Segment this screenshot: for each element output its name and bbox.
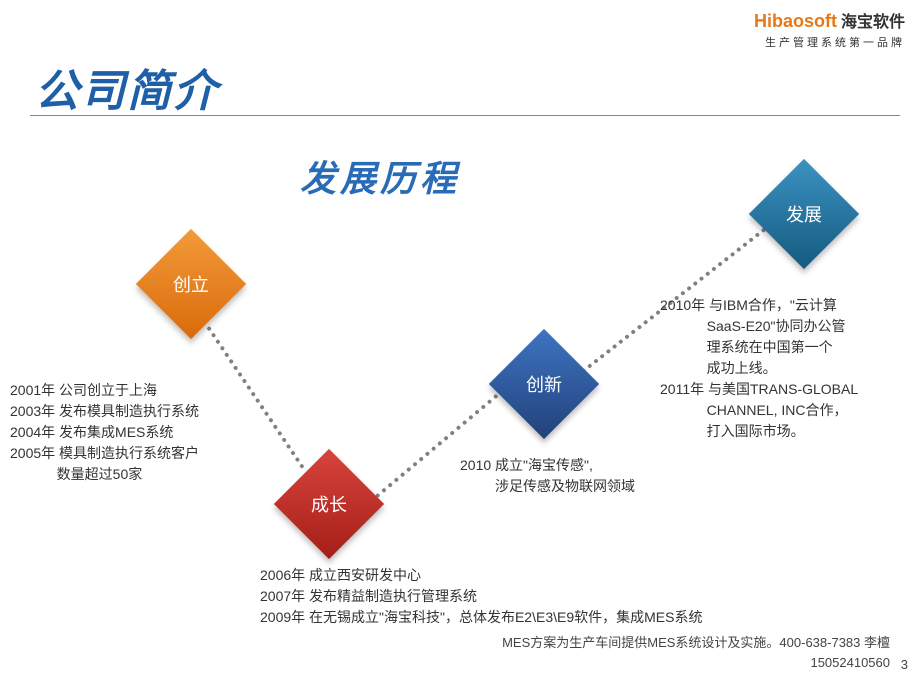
textblock-innovation-line-0: 2010 成立"海宝传感", xyxy=(460,455,635,476)
diamond-label-0: 创立 xyxy=(173,271,209,297)
textblock-innovation-line-1: 涉足传感及物联网领域 xyxy=(460,476,635,497)
textblock-founding-line-0: 2001年 公司创立于上海 xyxy=(10,380,199,401)
header-logo: Hibaosoft海宝软件 生产管理系统第一品牌 xyxy=(754,8,905,50)
page-number: 3 xyxy=(901,657,908,672)
slide-title: 公司简介 xyxy=(35,55,219,119)
title-underline xyxy=(30,115,900,116)
textblock-innovation: 2010 成立"海宝传感", 涉足传感及物联网领域 xyxy=(460,455,635,497)
footer-line1: MES方案为生产车间提供MES系统设计及实施。400-638-7383 李檀 xyxy=(502,633,890,653)
footer-line2: 15052410560 xyxy=(502,653,890,673)
diamond-1: 成长 xyxy=(274,449,384,559)
diamond-label-3: 发展 xyxy=(786,201,822,227)
textblock-development-line-2: 理系统在中国第一个 xyxy=(660,337,858,358)
textblock-growth: 2006年 成立西安研发中心2007年 发布精益制造执行管理系统2009年 在无… xyxy=(260,565,702,628)
textblock-founding-line-3: 2005年 模具制造执行系统客户 xyxy=(10,443,199,464)
diamond-0: 创立 xyxy=(136,229,246,339)
logo-brand-cn: 海宝软件 xyxy=(841,14,905,31)
textblock-growth-line-1: 2007年 发布精益制造执行管理系统 xyxy=(260,586,702,607)
logo-brand-en: Hibaosoft xyxy=(754,11,837,31)
logo-main: Hibaosoft海宝软件 xyxy=(754,8,905,32)
textblock-growth-line-0: 2006年 成立西安研发中心 xyxy=(260,565,702,586)
textblock-founding-line-2: 2004年 发布集成MES系统 xyxy=(10,422,199,443)
diamond-label-2: 创新 xyxy=(526,371,562,397)
textblock-development: 2010年 与IBM合作，"云计算 SaaS-E20"协同办公管 理系统在中国第… xyxy=(660,295,858,442)
connector-0 xyxy=(206,326,304,469)
textblock-founding-line-4: 数量超过50家 xyxy=(10,464,199,485)
textblock-development-line-0: 2010年 与IBM合作，"云计算 xyxy=(660,295,858,316)
textblock-growth-line-2: 2009年 在无锡成立"海宝科技"，总体发布E2\E3\E9软件，集成MES系统 xyxy=(260,607,702,628)
diamond-label-1: 成长 xyxy=(311,491,347,517)
logo-tagline: 生产管理系统第一品牌 xyxy=(754,34,905,50)
textblock-development-line-3: 成功上线。 xyxy=(660,358,858,379)
textblock-development-line-5: CHANNEL, INC合作， xyxy=(660,400,858,421)
subtitle: 发展历程 xyxy=(300,150,460,202)
textblock-development-line-4: 2011年 与美国TRANS-GLOBAL xyxy=(660,379,858,400)
textblock-founding-line-1: 2003年 发布模具制造执行系统 xyxy=(10,401,199,422)
textblock-development-line-1: SaaS-E20"协同办公管 xyxy=(660,316,858,337)
diamond-3: 发展 xyxy=(749,159,859,269)
diamond-2: 创新 xyxy=(489,329,599,439)
textblock-founding: 2001年 公司创立于上海2003年 发布模具制造执行系统2004年 发布集成M… xyxy=(10,380,199,485)
footer: MES方案为生产车间提供MES系统设计及实施。400-638-7383 李檀 1… xyxy=(502,633,890,672)
textblock-development-line-6: 打入国际市场。 xyxy=(660,421,858,442)
